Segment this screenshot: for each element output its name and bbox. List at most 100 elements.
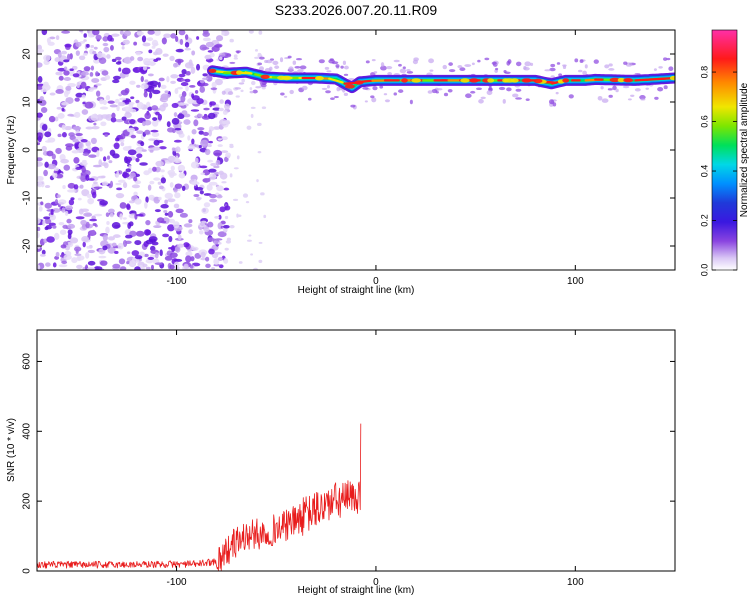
spectrogram-noise-blob [155, 57, 162, 61]
ridge-haze-blob [259, 66, 264, 71]
spectrogram-noise-blob [174, 87, 179, 95]
spectrogram-noise-blob [103, 156, 107, 162]
spectrogram-noise-blob [205, 263, 211, 269]
ridge-haze-blob [384, 99, 391, 103]
colorbar: 0.0 0.2 0.4 0.6 0.8 Normalized spectral ampl… [699, 29, 750, 276]
spectrogram-noise-blob [173, 62, 178, 68]
spectrogram-noise-blob [144, 129, 151, 135]
spectral-ridge-knot [277, 75, 286, 80]
spectrogram-noise-blob [83, 39, 87, 42]
spectrogram-noise-blob [173, 139, 182, 143]
spectrogram-noise-blob [107, 208, 115, 214]
spectrogram-noise-blob [150, 129, 159, 133]
spectrogram-noise-blob [93, 186, 103, 190]
spectrogram-noise-blob [125, 168, 131, 173]
spectrogram-y-tick-label: 20 [22, 48, 33, 60]
spectrogram-noise-blob [208, 248, 215, 255]
spectrogram-speckle [217, 138, 222, 141]
spectrogram-noise-blob [199, 79, 205, 84]
snr-y-axis-label: SNR (10 * v/v) [6, 418, 17, 482]
spectrogram-noise-blob [118, 101, 126, 107]
spectrogram-noise-blob [108, 184, 112, 189]
spectrogram-noise-blob [142, 42, 151, 47]
ridge-haze-blob [442, 64, 448, 70]
spectral-ridge-knot [669, 75, 675, 81]
spectrogram-noise-blob [75, 92, 84, 98]
ridge-haze-blob [364, 100, 368, 103]
spectrogram-noise-blob [92, 30, 100, 36]
spectrogram-noise-blob [83, 33, 87, 38]
spectrogram-noise-blob [214, 238, 223, 241]
ridge-haze-blob [210, 87, 218, 91]
spectrogram-noise-blob [56, 194, 61, 198]
spectrogram-noise-blob [147, 81, 154, 85]
spectrogram-noise-blob [82, 101, 86, 105]
spectrogram-noise-blob [40, 107, 48, 114]
spectrogram-noise-blob [70, 197, 75, 201]
spectrogram-noise-blob [95, 71, 99, 77]
spectrogram-speckle [236, 155, 240, 160]
spectrogram-noise-blob [108, 160, 113, 164]
spectrogram-noise-blob [160, 93, 169, 101]
spectrogram-noise-blob [202, 77, 209, 80]
spectrogram-noise-blob [169, 252, 178, 258]
spectrogram-noise-blob [198, 130, 204, 135]
spectrogram-noise-blob [120, 142, 125, 147]
spectrogram-noise-blob [201, 207, 209, 214]
spectrogram-speckle [242, 193, 249, 198]
spectrogram-noise-blob [37, 157, 43, 162]
spectrogram-noise-blob [121, 116, 127, 121]
spectrogram-noise-blob [183, 223, 193, 228]
spectrogram-noise-blob [184, 62, 194, 69]
ridge-haze-blob [515, 88, 522, 92]
spectrogram-noise-blob [119, 213, 123, 220]
ridge-haze-blob [448, 62, 453, 66]
spectrogram-noise-blob [209, 193, 217, 199]
spectrogram-speckle [233, 57, 238, 60]
spectrogram-noise-blob [41, 30, 48, 36]
spectrogram-noise-blob [187, 145, 196, 150]
spectrogram-noise-blob [109, 212, 114, 218]
spectrogram-noise-blob [112, 153, 120, 159]
spectrogram-noise-blob [160, 220, 167, 224]
spectrogram-noise-blob [201, 220, 207, 224]
spectral-ridge-knot [401, 78, 408, 83]
spectrogram-noise-blob [213, 126, 221, 130]
ridge-haze-blob [221, 90, 226, 95]
spectrogram-noise-blob [67, 182, 76, 189]
ridge-haze-blob [409, 99, 413, 105]
ridge-haze-blob [287, 55, 292, 59]
spectrogram-noise-blob [163, 33, 172, 38]
spectrogram-noise-blob [63, 77, 72, 81]
spectral-ridge-knot [521, 78, 532, 83]
spectrogram-noise-blob [153, 51, 159, 56]
spectrogram-noise-blob [101, 70, 109, 76]
spectrogram-noise-blob [49, 36, 56, 40]
spectrogram-noise-blob [106, 155, 111, 160]
spectrogram-noise-blob [219, 99, 224, 104]
ridge-haze-blob [229, 61, 236, 64]
spectrogram-noise-blob [82, 52, 88, 56]
spectrogram-noise-blob [184, 78, 191, 83]
snr-series-line [37, 423, 362, 571]
ridge-haze-blob [558, 73, 563, 77]
spectral-ridge-knot [260, 74, 270, 79]
spectrogram-noise-blob [148, 61, 157, 66]
spectrogram-noise-blob [96, 150, 100, 157]
spectrogram-noise-blob [147, 106, 153, 111]
spectrogram-noise-blob [115, 137, 120, 142]
figure-title: S233.2026.007.20.11.R09 [275, 2, 438, 18]
spectrogram-noise-blob [73, 157, 80, 164]
spectrogram-noise-blob [66, 218, 72, 224]
ridge-haze-blob [612, 85, 617, 91]
spectrogram-noise-blob [61, 124, 66, 130]
spectrogram-noise-blob [196, 196, 201, 201]
spectrogram-noise-blob [96, 52, 104, 59]
ridge-haze-blob [362, 86, 369, 90]
ridge-haze-blob [601, 98, 609, 103]
spectrogram-noise-blob [64, 210, 69, 216]
spectrogram-noise-blob [140, 83, 149, 90]
spectrogram-speckle [257, 52, 262, 56]
spectrogram-noise-blob [131, 184, 140, 189]
ridge-haze-blob [477, 59, 481, 63]
